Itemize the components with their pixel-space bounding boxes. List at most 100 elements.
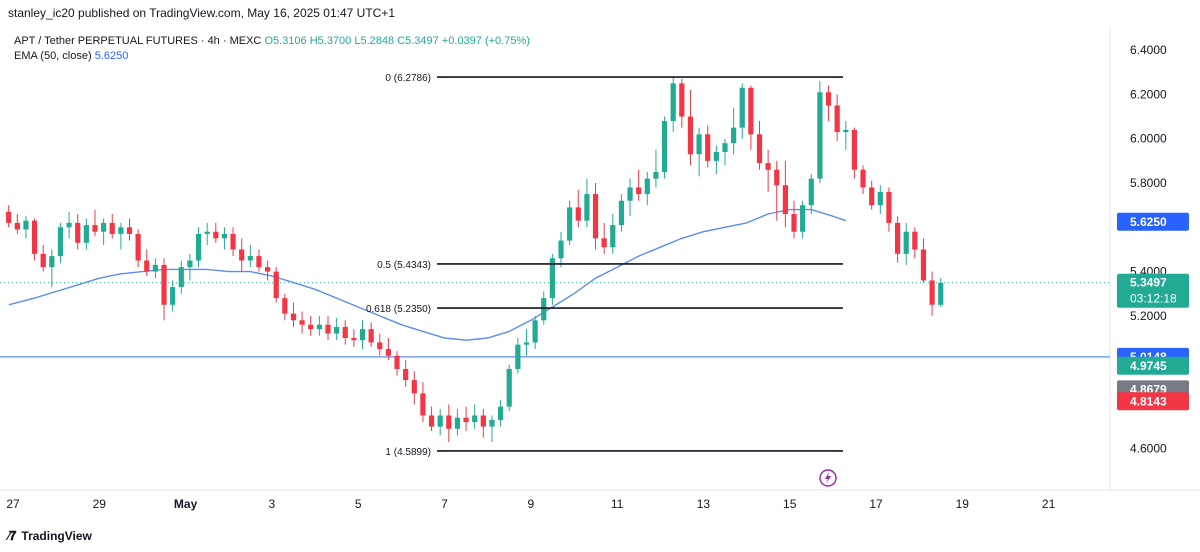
horizontal-line-layer	[0, 282, 1110, 358]
price-tag-label: 5.6250	[1130, 215, 1167, 229]
candle-body	[610, 225, 616, 248]
candle-body	[83, 225, 89, 243]
candle-body	[161, 264, 167, 305]
y-tick-label: 5.8000	[1130, 176, 1167, 190]
candle-body	[308, 324, 314, 330]
ema-line: EMA (50, close) 5.6250	[14, 49, 530, 64]
price-tag-label: 4.8143	[1130, 394, 1167, 408]
candle-body	[109, 222, 115, 234]
ohlc-close: C5.3497	[397, 35, 439, 47]
candle-body	[748, 87, 754, 135]
candle-body	[722, 143, 728, 153]
ema-label[interactable]: EMA (50, close)	[14, 50, 92, 62]
price-tag	[1117, 212, 1189, 231]
y-tick-label: 6.2000	[1130, 87, 1167, 101]
candle-body	[118, 227, 124, 234]
candle-body	[264, 267, 271, 272]
candle-body	[472, 415, 478, 423]
candle-body	[368, 329, 374, 343]
misc-layer	[819, 469, 837, 487]
candles-layer	[6, 76, 944, 443]
price-tag	[1117, 392, 1189, 411]
candle-body	[869, 187, 875, 206]
y-tick-label: 6.4000	[1130, 43, 1167, 57]
candle-body	[31, 220, 38, 254]
x-tick-label: 3	[269, 497, 276, 511]
x-tick-label: 9	[527, 497, 534, 511]
price-tag	[1117, 273, 1189, 308]
price-tags: 5.62505.349703:12:185.01484.97454.86794.…	[1117, 212, 1189, 411]
candle-body	[705, 134, 711, 161]
candle-body	[75, 222, 81, 243]
x-tick-label: 13	[697, 497, 711, 511]
footer: ⁄𝟕 TradingView	[8, 528, 92, 544]
candle-body	[808, 178, 814, 206]
candle-body	[592, 194, 599, 239]
candle-body	[480, 415, 486, 427]
candle-body	[325, 324, 331, 334]
candle-body	[506, 368, 512, 407]
candle-body	[403, 368, 409, 381]
candle-body	[247, 256, 253, 261]
x-tick-label: 11	[611, 497, 624, 511]
ohlc-open: O5.3106	[264, 35, 307, 47]
ema-50-line	[8, 208, 847, 341]
fib-level-label: 0.5 (5.4343)	[377, 260, 431, 271]
candle-body	[920, 249, 927, 281]
candle-body	[446, 415, 452, 429]
candle-body	[627, 187, 633, 201]
candle-body	[696, 134, 702, 155]
candle-body	[256, 256, 262, 268]
candle-body	[351, 338, 357, 341]
candle-body	[187, 260, 193, 268]
x-tick-label: 7	[441, 497, 448, 511]
candle-body	[817, 92, 823, 179]
candle-body	[230, 233, 236, 250]
fib-layer: 0 (6.2786) 0.5 (5.4343) 0.618 (5.2350) 1 (4…	[366, 73, 843, 458]
x-tick-label: 17	[869, 497, 883, 511]
candle-body	[428, 415, 435, 427]
candle-body	[290, 313, 297, 321]
candle-body	[515, 344, 521, 369]
candle-body	[558, 240, 564, 259]
candle-body	[239, 249, 245, 261]
candle-body	[437, 415, 443, 427]
candle-body	[843, 129, 849, 133]
candle-body	[6, 211, 12, 223]
candle-body	[489, 419, 495, 427]
candle-body	[912, 231, 918, 250]
candle-body	[825, 92, 832, 106]
candle-body	[618, 200, 625, 226]
candle-body	[273, 271, 279, 299]
candle-body	[731, 127, 737, 144]
grid	[0, 28, 1200, 491]
candle-body	[23, 220, 29, 230]
candle-body	[57, 227, 64, 257]
candle-body	[877, 191, 883, 206]
candle-body	[532, 320, 538, 343]
candle-body	[454, 417, 461, 429]
candle-body	[903, 231, 909, 254]
footer-brand: TradingView	[21, 529, 92, 543]
candle-body	[644, 178, 650, 195]
fib-level-label: 0 (6.2786)	[385, 73, 431, 84]
candle-body	[894, 222, 901, 254]
candle-body	[497, 406, 504, 420]
symbol-title[interactable]: APT / Tether PERPETUAL FUTURES · 4h · ME…	[14, 35, 262, 47]
ohlc-change: +0.0397 (+0.75%)	[441, 35, 530, 47]
ema-layer	[8, 208, 847, 341]
countdown-label: 03:12:18	[1130, 292, 1177, 306]
candle-body	[144, 260, 150, 272]
y-axis: 6.40006.20006.00005.80005.40005.20004.60…	[1130, 43, 1167, 456]
legend: APT / Tether PERPETUAL FUTURES · 4h · ME…	[14, 34, 530, 64]
candle-body	[14, 222, 20, 230]
candle-body	[765, 163, 771, 170]
lightning-bolt-icon	[825, 472, 831, 484]
x-tick-label: 5	[355, 497, 362, 511]
candle-body	[886, 191, 892, 223]
candle-body	[101, 222, 107, 232]
candle-body	[213, 231, 219, 239]
candle-body	[334, 326, 340, 334]
candle-body	[170, 287, 176, 305]
